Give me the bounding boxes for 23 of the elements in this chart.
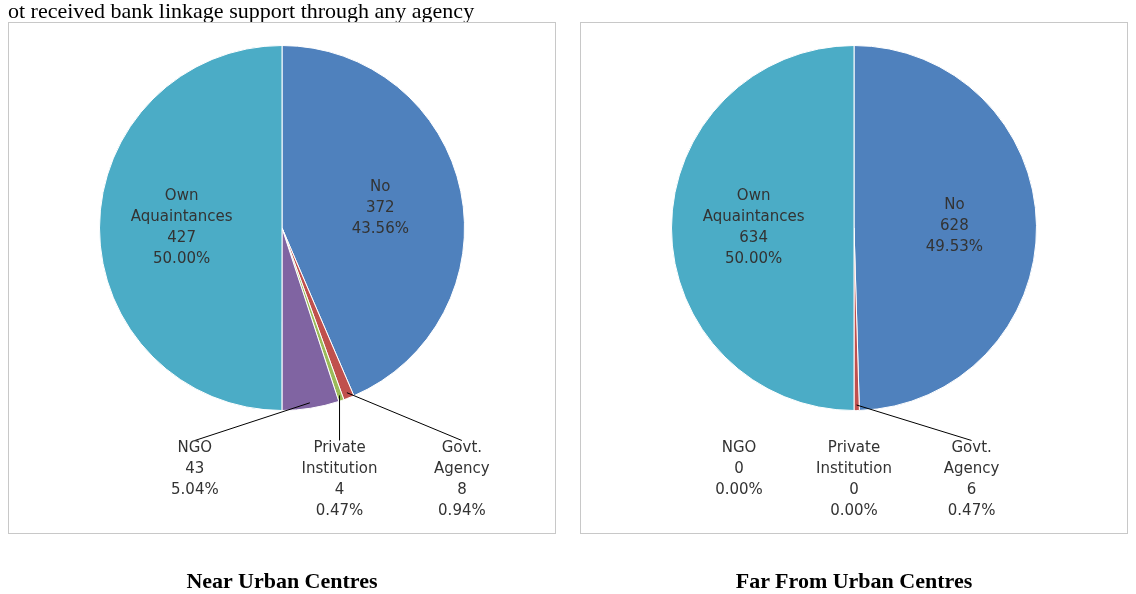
slice-label: No	[944, 195, 965, 214]
text: 0 0.00%	[830, 480, 878, 520]
category-label: NGO	[721, 438, 757, 457]
slice-label: Private Institution	[301, 438, 378, 478]
data-label: 43 5.04%	[171, 459, 219, 499]
text: 0 0.00%	[715, 459, 763, 499]
data-label: 8 0.94%	[438, 480, 486, 520]
slice-label: Govt. Agency	[943, 438, 1000, 478]
data-label: 372 43.56%	[351, 197, 409, 237]
slice-label: Govt. Agency	[434, 438, 490, 478]
text: Far From Urban Centres	[735, 568, 973, 594]
slice-label: No	[370, 176, 391, 195]
data-label: 427 50.00%	[153, 228, 211, 268]
category-label: Private Institution	[816, 438, 892, 478]
data-label: 634 50.00%	[725, 228, 783, 268]
data-label: 4 0.47%	[315, 480, 364, 520]
text: ot received bank linkage support through any agency	[8, 0, 476, 23]
slice-label: Own Aquaintances	[130, 186, 233, 226]
slice-label: NGO	[177, 438, 213, 457]
data-label: 6 0.47%	[947, 480, 996, 520]
text: Near Urban Centres	[186, 568, 378, 594]
data-label: 628 49.53%	[925, 216, 983, 256]
slice-label: Own Aquaintances	[702, 186, 805, 226]
